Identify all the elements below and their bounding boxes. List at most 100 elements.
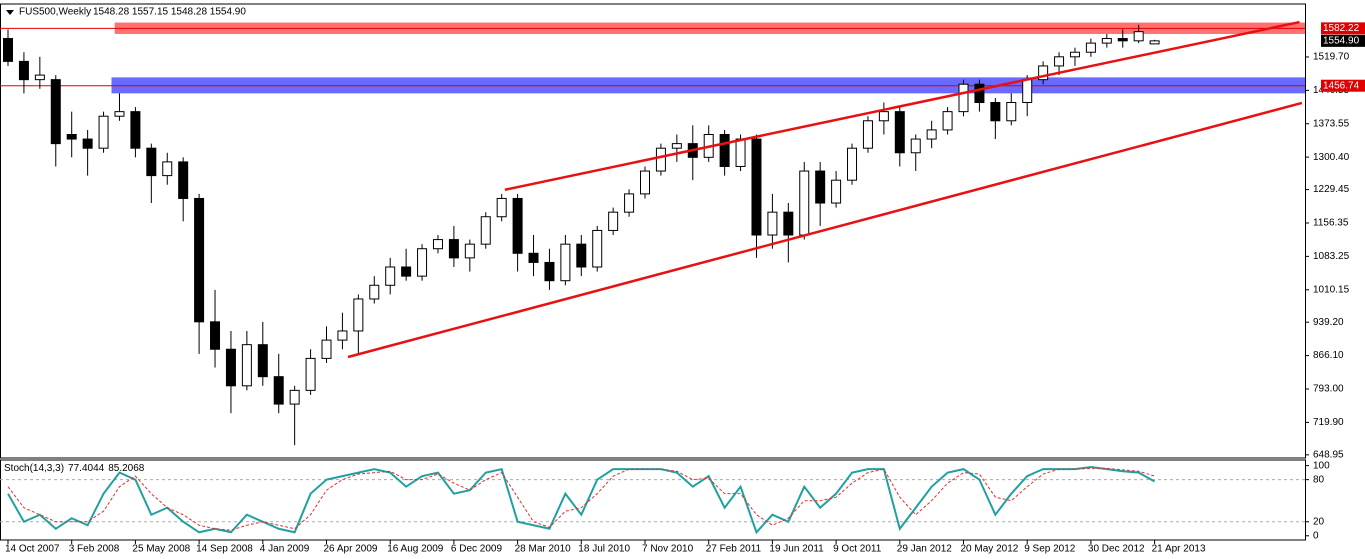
candle-body	[544, 261, 555, 282]
candle-body	[464, 243, 475, 259]
y-tick-label: 866.10	[1313, 350, 1344, 361]
y-tick-label: 100	[1313, 460, 1330, 471]
x-tick-label: 9 Sep 2012	[1024, 544, 1076, 555]
candle-body	[910, 138, 921, 154]
candle-body	[1022, 79, 1033, 104]
x-tick-label: 6 Dec 2009	[451, 544, 503, 555]
y-tick-label: 1229.45	[1313, 184, 1350, 195]
candle-body	[624, 193, 635, 213]
candle-body	[225, 348, 236, 387]
y-tick-label: 648.95	[1313, 449, 1344, 460]
ohlc-text: 1548.28 1557.15 1548.28 1554.90	[93, 7, 246, 18]
level-label: 1456.74	[1323, 80, 1360, 91]
trendline	[504, 20, 1300, 191]
candle-body	[974, 83, 985, 104]
candle-body	[799, 170, 810, 236]
y-tick-label: 1373.55	[1313, 118, 1350, 129]
candle-body	[878, 111, 889, 122]
stoch-main	[7, 466, 1156, 535]
candle-body	[66, 133, 77, 140]
candle-body	[1133, 31, 1144, 42]
trendline	[347, 101, 1303, 359]
x-tick-label: 14 Sep 2008	[196, 544, 253, 555]
candle-body	[894, 111, 905, 154]
candle-body	[3, 38, 13, 62]
indicator-frame	[0, 459, 1306, 541]
candle-body	[990, 102, 1001, 122]
candle-body	[958, 83, 969, 113]
candle-body	[210, 321, 221, 350]
x-tick-label: 16 Aug 2009	[387, 544, 444, 555]
candle-body	[50, 79, 61, 145]
candle-body	[847, 147, 858, 181]
candle-body	[608, 211, 619, 231]
candle-body	[401, 266, 412, 277]
price-label-box	[1321, 34, 1365, 47]
candle-body	[671, 143, 682, 149]
candle-body	[130, 111, 141, 149]
candle-body	[34, 74, 45, 81]
candle-body	[241, 344, 252, 387]
x-tick-label: 29 Jan 2012	[897, 544, 952, 555]
candle-body	[337, 330, 348, 341]
x-tick-label: 7 Nov 2010	[642, 544, 694, 555]
price-label: 1554.90	[1323, 35, 1360, 46]
candle-body	[576, 243, 587, 268]
level-label: 1582.22	[1323, 23, 1360, 34]
candle-body	[1101, 38, 1112, 44]
candle-body	[305, 357, 316, 391]
candle-body	[432, 239, 443, 250]
plot-frame	[0, 3, 1306, 459]
candle-body	[480, 216, 491, 245]
candle-body	[735, 138, 746, 167]
x-tick-label: 28 Mar 2010	[515, 544, 572, 555]
candle-body	[926, 129, 937, 140]
candle-body	[1117, 38, 1128, 42]
candle-body	[273, 376, 284, 405]
candle-body	[831, 179, 842, 204]
candle-body	[512, 197, 523, 254]
x-tick-label: 30 Dec 2012	[1088, 544, 1145, 555]
candle-body	[257, 344, 268, 378]
candle-body	[194, 197, 205, 323]
x-tick-label: 27 Feb 2011	[706, 544, 762, 555]
candle-body	[98, 115, 109, 149]
candle-body	[162, 161, 173, 177]
candle-body	[1149, 40, 1160, 45]
level-label-box	[1321, 79, 1365, 92]
indicator-title: Stoch(14,3,3) 77.4044 85.2068	[4, 463, 145, 474]
candle-body	[321, 339, 332, 359]
candle-body	[942, 111, 953, 131]
x-tick-label: 14 Oct 2007	[5, 544, 60, 555]
x-tick-label: 20 May 2012	[961, 544, 1019, 555]
candle-body	[146, 147, 157, 177]
candle-body	[767, 211, 778, 236]
y-tick-label: 719.90	[1313, 417, 1344, 428]
candle-body	[719, 133, 730, 167]
menu-arrow[interactable]	[6, 10, 14, 15]
candle-body	[448, 239, 459, 259]
indicator-name: Stoch(14,3,3)	[4, 463, 64, 474]
candle-body	[1085, 42, 1096, 53]
candle-body	[751, 138, 762, 236]
indicator-main-value: 77.4044	[68, 463, 105, 474]
x-tick-label: 18 Jul 2010	[578, 544, 630, 555]
y-tick-label: 1083.25	[1313, 251, 1350, 262]
candle-body	[560, 243, 571, 282]
candle-body	[385, 266, 396, 286]
y-tick-label: 20	[1313, 516, 1325, 527]
x-tick-label: 19 Jun 2011	[769, 544, 824, 555]
y-tick-label: 0	[1313, 530, 1319, 541]
y-tick-label: 80	[1313, 474, 1325, 485]
candle-body	[592, 229, 603, 268]
candle-body	[114, 111, 125, 117]
candle-body	[1054, 56, 1065, 67]
x-tick-label: 9 Oct 2011	[833, 544, 882, 555]
y-tick-label: 1010.15	[1313, 284, 1350, 295]
candle-body	[289, 389, 300, 405]
candle-body	[496, 197, 507, 218]
x-tick-label: 26 Apr 2009	[324, 544, 378, 555]
candle-body	[862, 120, 873, 149]
candle-body	[528, 252, 539, 263]
